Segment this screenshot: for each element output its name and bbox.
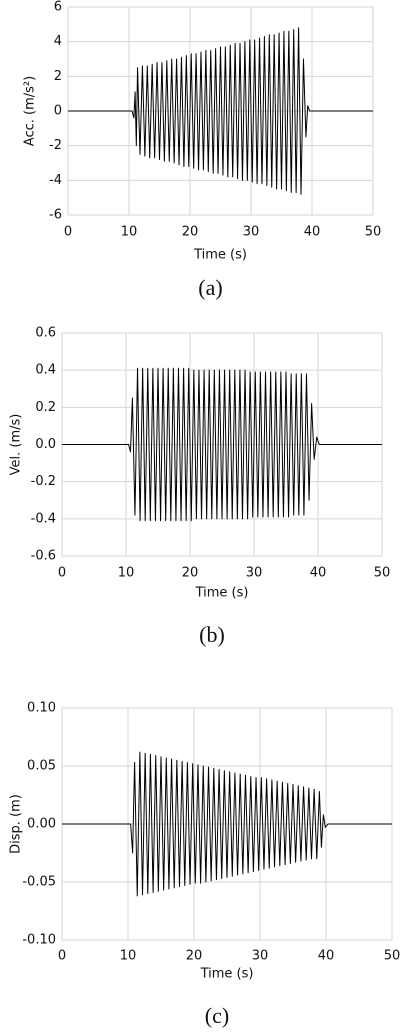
- x-tick-label: 0: [58, 949, 66, 964]
- caption: (c): [205, 1003, 229, 1028]
- x-tick-label: 40: [318, 949, 335, 964]
- x-tick-label: 30: [246, 566, 263, 581]
- x-tick-label: 20: [186, 949, 203, 964]
- y-tick-label: 0.6: [35, 326, 56, 341]
- y-tick-label: -0.2: [31, 474, 56, 489]
- y-tick-label: 0.00: [27, 817, 56, 832]
- y-tick-label: -0.10: [22, 933, 56, 948]
- y-tick-label: 0.0: [35, 437, 56, 452]
- x-tick-label: 50: [384, 949, 401, 964]
- x-tick-label: 50: [374, 566, 391, 581]
- y-tick-label: 6: [54, 0, 62, 15]
- y-tick-label: 0.10: [27, 701, 56, 716]
- x-axis-label: Time (s): [200, 967, 254, 982]
- x-tick-label: 10: [120, 949, 137, 964]
- caption: (b): [199, 622, 225, 647]
- x-tick-label: 0: [58, 566, 66, 581]
- x-tick-label: 10: [118, 566, 135, 581]
- x-tick-label: 20: [182, 566, 199, 581]
- y-tick-label: -0.4: [31, 511, 56, 526]
- caption: (a): [198, 275, 222, 300]
- y-axis-label: Vel. (m/s): [9, 414, 24, 476]
- x-tick-label: 30: [252, 949, 269, 964]
- x-tick-label: 40: [310, 566, 327, 581]
- y-tick-label: 0.2: [35, 400, 56, 415]
- x-tick-label: 50: [365, 225, 382, 240]
- x-tick-label: 30: [243, 225, 260, 240]
- data-line: [62, 751, 392, 897]
- x-axis-label: Time (s): [195, 586, 249, 601]
- y-tick-label: -6: [49, 208, 62, 223]
- x-tick-label: 40: [304, 225, 321, 240]
- y-tick-label: -4: [49, 173, 62, 188]
- y-tick-label: -0.05: [22, 875, 56, 890]
- data-line: [68, 27, 373, 195]
- y-tick-label: 0: [54, 104, 62, 119]
- y-axis-label: Acc. (m/s²): [23, 76, 38, 146]
- y-tick-label: -0.6: [31, 549, 56, 564]
- data-line: [62, 367, 382, 522]
- y-tick-label: 2: [54, 69, 62, 84]
- x-tick-label: 0: [64, 225, 72, 240]
- y-axis-label: Disp. (m): [9, 794, 24, 854]
- x-tick-label: 10: [121, 225, 138, 240]
- y-tick-label: 4: [54, 34, 62, 49]
- y-tick-label: 0.4: [35, 363, 56, 378]
- x-axis-label: Time (s): [193, 248, 247, 263]
- x-tick-label: 20: [182, 225, 199, 240]
- y-tick-label: 0.05: [27, 759, 56, 774]
- y-tick-label: -2: [49, 138, 62, 153]
